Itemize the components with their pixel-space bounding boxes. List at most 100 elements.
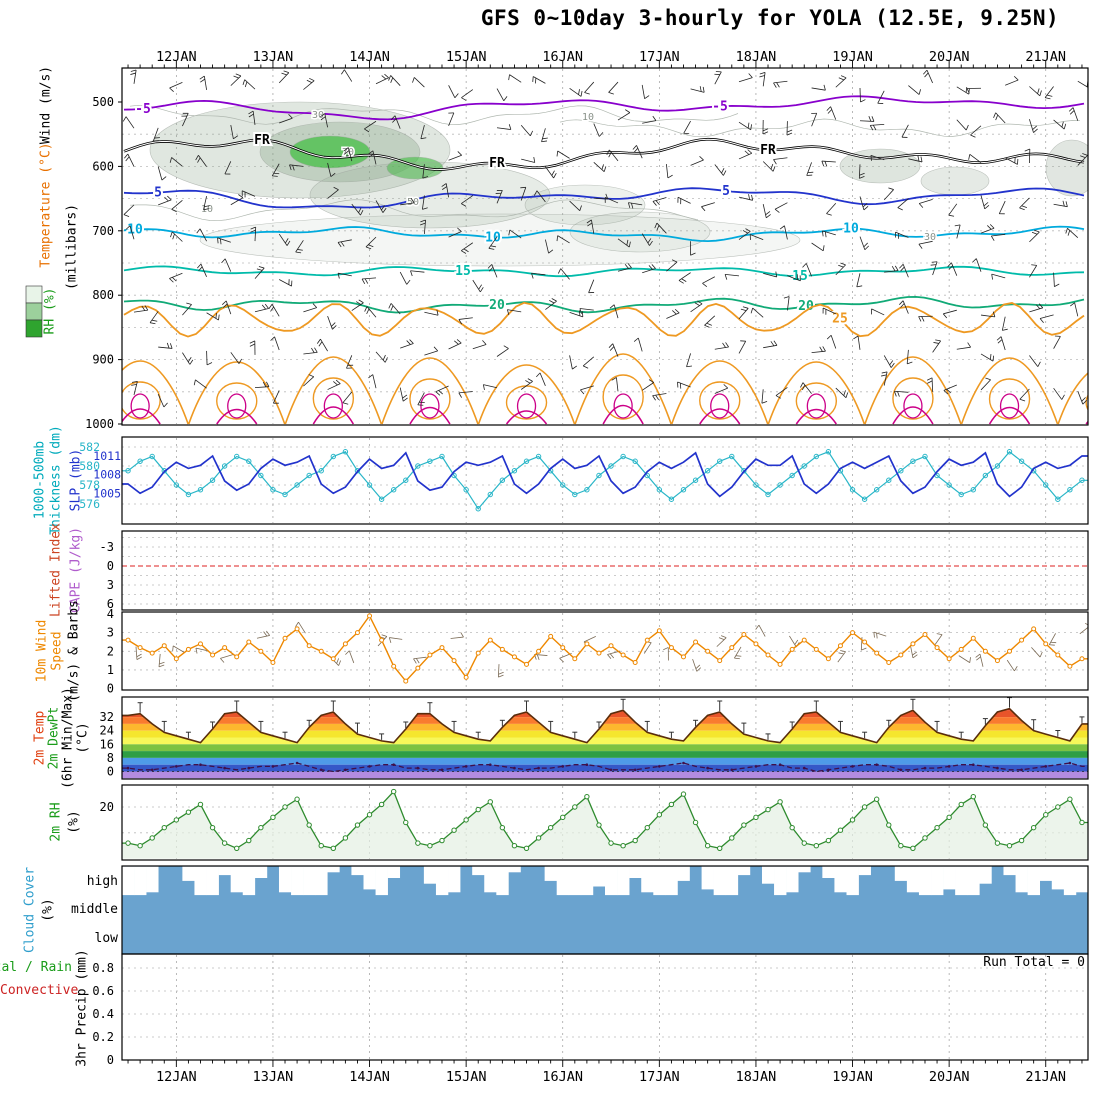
svg-text:-5: -5 [135, 102, 151, 117]
svg-text:0.2: 0.2 [92, 1030, 114, 1044]
svg-text:1000: 1000 [85, 417, 114, 431]
svg-text:10: 10 [127, 223, 143, 238]
svg-text:578: 578 [79, 478, 100, 492]
svg-text:1005: 1005 [93, 486, 121, 500]
x-tick-label-top: 16JAN [542, 49, 583, 65]
svg-text:0.4: 0.4 [92, 1007, 114, 1021]
x-tick-label-top: 12JAN [156, 49, 197, 65]
x-tick-label-top: 15JAN [446, 49, 487, 65]
x-tick-label-bottom: 13JAN [253, 1069, 294, 1085]
svg-text:3: 3 [107, 626, 114, 640]
panel-precip [122, 967, 1088, 1038]
axis-label-3hr-precip: 3hr Precip (mm) [74, 949, 90, 1067]
svg-text:600: 600 [92, 159, 114, 173]
x-tick-label-bottom: 15JAN [446, 1069, 487, 1085]
axis-label-10m-wind: 10m Wind [34, 619, 50, 683]
cloud-row-high: high [86, 874, 118, 889]
axis-label-thickness-2: Thickness (dm) [48, 425, 64, 535]
svg-text:0.8: 0.8 [92, 961, 114, 975]
axis-label-thickness-1: 1000-500mb [32, 440, 48, 520]
svg-text:FR: FR [489, 156, 505, 171]
svg-text:800: 800 [92, 288, 114, 302]
svg-text:580: 580 [79, 459, 100, 473]
svg-text:16: 16 [100, 737, 114, 751]
svg-text:0: 0 [107, 559, 114, 573]
svg-text:0: 0 [107, 1053, 114, 1067]
svg-text:30: 30 [924, 232, 936, 243]
x-tick-label-bottom: 16JAN [542, 1069, 583, 1085]
svg-text:-3: -3 [100, 540, 114, 554]
x-tick-label-bottom: 20JAN [929, 1069, 970, 1085]
axis-label-2m-temp: 2m Temp [32, 710, 48, 766]
axis-label-rh-units: (%) [66, 810, 82, 834]
axis-label-slp: SLP (mb) [68, 448, 84, 512]
x-tick-label-bottom: 19JAN [832, 1069, 873, 1085]
axis-label-millibars: (millibars) [64, 203, 80, 291]
panel-slp-thickness [122, 446, 1088, 512]
svg-text:5: 5 [154, 186, 162, 201]
panel-2m-rh [122, 788, 1088, 859]
svg-text:500: 500 [92, 95, 114, 109]
axis-label-temperature: Temperature (°C) [38, 142, 54, 268]
svg-text:10: 10 [201, 204, 213, 215]
x-tick-label-bottom: 18JAN [736, 1069, 777, 1085]
svg-text:10: 10 [843, 222, 859, 237]
svg-text:FR: FR [760, 143, 776, 158]
cloud-row-low: low [94, 931, 118, 946]
svg-text:1011: 1011 [93, 449, 121, 463]
axis-label-2m-dewpt: 2m DewPt [46, 706, 62, 770]
svg-text:0: 0 [107, 682, 114, 696]
svg-text:50: 50 [407, 197, 419, 208]
x-tick-label-bottom: 14JAN [349, 1069, 390, 1085]
axis-label-cloud-cover: Cloud Cover [22, 866, 38, 954]
svg-text:576: 576 [79, 497, 100, 511]
x-tick-label-bottom: 21JAN [1025, 1069, 1066, 1085]
svg-text:2: 2 [107, 644, 114, 658]
legend-total-rain: Total / Rain [0, 960, 72, 975]
chart-title: GFS 0~10day 3-hourly for YOLA (12.5E, 9.… [480, 6, 1060, 30]
panel-cape-li [122, 537, 1088, 605]
x-tick-label-bottom: 12JAN [156, 1069, 197, 1085]
svg-text:70: 70 [342, 147, 354, 158]
x-tick-label-top: 13JAN [253, 49, 294, 65]
svg-text:5: 5 [722, 184, 730, 199]
svg-text:6: 6 [107, 597, 114, 611]
svg-text:0.6: 0.6 [92, 984, 114, 998]
svg-text:25: 25 [832, 311, 848, 326]
axis-label-wind: Wind (m/s) [38, 65, 54, 145]
x-tick-label-top: 19JAN [832, 49, 873, 65]
x-tick-label-top: 18JAN [736, 49, 777, 65]
svg-text:8: 8 [107, 751, 114, 765]
svg-text:0: 0 [107, 765, 114, 779]
axis-label-rh: RH (%) [42, 287, 58, 335]
axis-label-temp-units: (°C) [75, 722, 91, 754]
x-tick-label-top: 21JAN [1025, 49, 1066, 65]
panel-cloud-cover [122, 866, 1088, 954]
svg-text:582: 582 [79, 440, 100, 454]
x-tick-label-top: 14JAN [349, 49, 390, 65]
svg-text:20: 20 [798, 299, 814, 314]
run-total: Run Total = 0 [983, 955, 1085, 970]
x-tick-label-bottom: 17JAN [639, 1069, 680, 1085]
svg-text:10: 10 [582, 112, 594, 123]
cloud-row-middle: middle [71, 902, 118, 917]
axis-label-2m-rh: 2m RH [48, 802, 64, 842]
svg-text:24: 24 [100, 724, 114, 738]
axis-label-speed: Speed [49, 631, 65, 671]
svg-text:900: 900 [92, 353, 114, 367]
x-tick-label-top: 17JAN [639, 49, 680, 65]
svg-text:FR: FR [254, 133, 270, 148]
svg-text:3: 3 [107, 578, 114, 592]
svg-text:1008: 1008 [93, 468, 121, 482]
axis-label-lifted-index: Lifted Index [48, 523, 64, 617]
svg-text:-5: -5 [712, 99, 728, 114]
svg-text:700: 700 [92, 224, 114, 238]
svg-text:1: 1 [107, 663, 114, 677]
axis-label-cloud-units: (%) [40, 898, 56, 922]
svg-text:20: 20 [489, 298, 505, 313]
panel-2m-temp [122, 697, 1088, 779]
svg-text:15: 15 [455, 264, 471, 279]
svg-text:10: 10 [485, 230, 501, 245]
